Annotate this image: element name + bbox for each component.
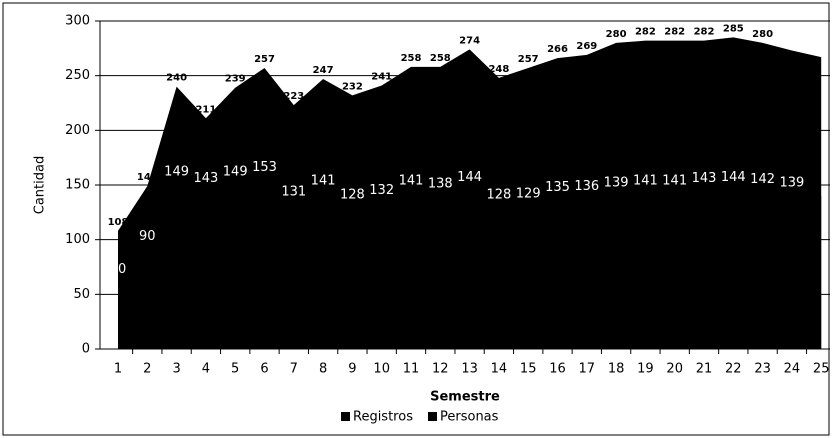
data-label: 258 (401, 53, 422, 64)
data-label: 282 (635, 27, 656, 38)
data-label: 282 (664, 27, 685, 38)
data-label: 128 (486, 188, 511, 203)
data-label: 285 (723, 23, 744, 34)
data-label: 149 (164, 165, 189, 180)
x-tick-label: 19 (637, 362, 654, 377)
data-label: 128 (340, 188, 365, 203)
x-tick-label: 13 (461, 362, 478, 377)
data-label: 149 (223, 165, 248, 180)
data-label: 282 (694, 27, 715, 38)
x-tick-label: 10 (373, 362, 390, 377)
y-tick-label: 0 (82, 342, 90, 357)
legend-swatch (341, 412, 350, 421)
y-tick-label: 300 (65, 14, 90, 29)
data-label: 141 (633, 173, 658, 188)
data-label: 60 (110, 262, 127, 277)
data-label: 257 (254, 54, 275, 65)
x-tick-label: 18 (608, 362, 625, 377)
x-tick-label: 14 (491, 362, 508, 377)
x-tick-label: 15 (520, 362, 537, 377)
data-label: 132 (369, 183, 394, 198)
x-tick-label: 7 (290, 362, 298, 377)
x-tick-label: 11 (403, 362, 420, 377)
x-tick-label: 2 (143, 362, 151, 377)
data-label: 144 (721, 170, 746, 185)
data-label: 139 (604, 176, 629, 191)
data-label: 143 (193, 171, 218, 186)
x-tick-label: 20 (666, 362, 683, 377)
x-tick-label: 24 (784, 362, 801, 377)
x-tick-label: 1 (114, 362, 122, 377)
y-tick-label: 50 (73, 287, 90, 302)
x-tick-label: 4 (202, 362, 210, 377)
x-tick-label: 16 (549, 362, 566, 377)
y-tick-label: 100 (65, 232, 90, 247)
data-label: 248 (488, 64, 509, 75)
data-label: 241 (371, 72, 392, 83)
x-axis-title: Semestre (430, 390, 500, 405)
data-label: 136 (574, 179, 599, 194)
x-tick-label: 23 (754, 362, 771, 377)
data-label: 90 (139, 229, 156, 244)
data-label: 149 (137, 172, 158, 183)
x-tick-label: 17 (579, 362, 596, 377)
data-label: 108 (108, 217, 129, 228)
area (118, 181, 822, 349)
data-label: 258 (430, 53, 451, 64)
data-label: 144 (457, 170, 482, 185)
data-label: 142 (750, 172, 775, 187)
data-label: 211 (195, 104, 216, 115)
data-label: 280 (752, 29, 773, 40)
x-tick-label: 12 (432, 362, 449, 377)
data-label: 131 (281, 184, 306, 199)
y-tick-label: 250 (65, 68, 90, 83)
data-label: 266 (547, 44, 568, 55)
data-label: 143 (692, 171, 717, 186)
y-tick-label: 150 (65, 178, 90, 193)
data-label: 153 (252, 160, 277, 175)
x-tick-label: 5 (231, 362, 239, 377)
legend-swatch (428, 412, 437, 421)
x-tick-label: 8 (319, 362, 327, 377)
x-tick-label: 25 (813, 362, 830, 377)
y-axis-title: Cantidad (33, 156, 48, 214)
data-label: 257 (518, 54, 539, 65)
data-label: 141 (311, 173, 336, 188)
x-tick-label: 3 (172, 362, 180, 377)
legend-label: Registros (353, 410, 413, 425)
data-label: 280 (606, 29, 627, 40)
data-label: 239 (225, 74, 246, 85)
legend-label: Personas (440, 410, 499, 425)
data-label: 138 (428, 177, 453, 192)
data-label: 135 (545, 180, 570, 195)
data-label: 274 (459, 35, 480, 46)
data-label: 247 (313, 65, 334, 76)
data-label: 269 (576, 41, 597, 52)
x-tick-label: 21 (696, 362, 713, 377)
data-label: 223 (283, 91, 304, 102)
data-label: 139 (779, 176, 804, 191)
x-tick-label: 22 (725, 362, 742, 377)
data-label: 240 (166, 73, 187, 84)
data-label: 129 (516, 186, 541, 201)
x-tick-label: 9 (348, 362, 356, 377)
data-label: 141 (399, 173, 424, 188)
x-tick-label: 6 (260, 362, 268, 377)
y-tick-label: 200 (65, 123, 90, 138)
data-label: 232 (342, 81, 363, 92)
data-label: 141 (662, 173, 687, 188)
